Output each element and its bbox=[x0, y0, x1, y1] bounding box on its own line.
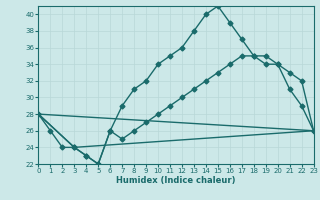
X-axis label: Humidex (Indice chaleur): Humidex (Indice chaleur) bbox=[116, 176, 236, 185]
